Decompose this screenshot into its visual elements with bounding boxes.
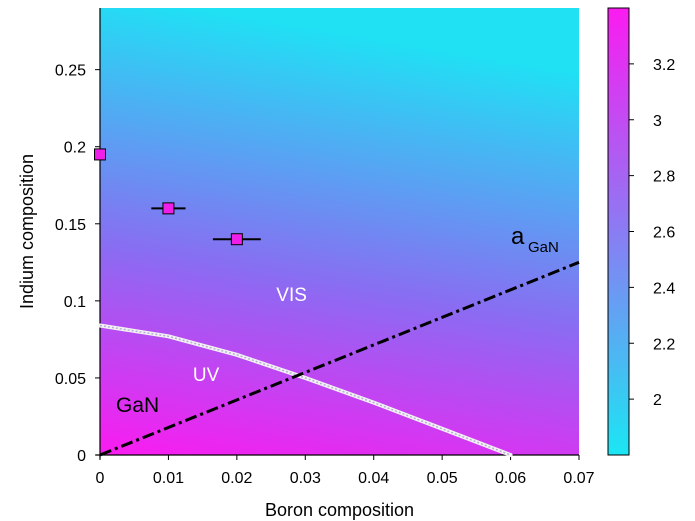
y-tick-label: 0.15 bbox=[55, 217, 86, 234]
vis-region-label: VIS bbox=[276, 285, 307, 306]
colorbar-tick-label: 3 bbox=[653, 113, 662, 130]
axes bbox=[96, 8, 579, 459]
y-tick-label: 0.05 bbox=[55, 371, 86, 388]
curves bbox=[98, 260, 580, 457]
heatmap-field bbox=[100, 8, 579, 455]
y-tick-label: 0.2 bbox=[64, 140, 86, 157]
colorbar-ticks: 2 2.2 2.4 2.6 2.8 3 3.2 bbox=[629, 57, 675, 409]
data-point-marker bbox=[230, 233, 243, 246]
colorbar-tick-label: 2 bbox=[653, 392, 662, 409]
lattice-match-line bbox=[99, 260, 580, 457]
x-tick-label: 0.04 bbox=[358, 470, 389, 487]
x-tick-label: 0.06 bbox=[495, 470, 526, 487]
x-tick-label: 0.07 bbox=[563, 470, 594, 487]
colorbar bbox=[607, 7, 630, 456]
data-point-marker bbox=[94, 148, 106, 161]
colorbar-tick-label: 3.2 bbox=[653, 57, 675, 74]
y-tick-label: 0.25 bbox=[55, 63, 86, 80]
data-points bbox=[94, 148, 261, 246]
gan-label: GaN bbox=[116, 394, 159, 417]
x-tick-label: 0.01 bbox=[153, 470, 184, 487]
y-tick-label: 0.1 bbox=[64, 294, 86, 311]
colorbar-tick-label: 2.2 bbox=[653, 336, 675, 353]
y-tick-label: 0 bbox=[77, 448, 86, 465]
y-axis-ticks: 0 0.05 0.1 0.15 0.2 0.25 bbox=[55, 63, 100, 465]
uv-region-label: UV bbox=[193, 365, 220, 386]
colorbar-tick-label: 2.8 bbox=[653, 169, 675, 186]
x-tick-label: 0 bbox=[96, 470, 105, 487]
x-tick-label: 0.05 bbox=[427, 470, 458, 487]
x-tick-label: 0.02 bbox=[221, 470, 252, 487]
data-point-marker bbox=[162, 202, 175, 215]
colorbar-tick-label: 2.6 bbox=[653, 225, 675, 242]
a-gan-label: a bbox=[511, 223, 525, 250]
x-axis-ticks: 0 0.01 0.02 0.03 0.04 0.05 0.06 0.07 bbox=[96, 455, 595, 487]
colorbar-tick-label: 2.4 bbox=[653, 280, 675, 297]
x-tick-label: 0.03 bbox=[290, 470, 321, 487]
uv-vis-boundary-dots bbox=[99, 324, 511, 456]
a-gan-subscript: GaN bbox=[528, 239, 559, 256]
x-axis-label: Boron composition bbox=[265, 500, 414, 520]
y-axis-label: Indium composition bbox=[17, 154, 37, 309]
